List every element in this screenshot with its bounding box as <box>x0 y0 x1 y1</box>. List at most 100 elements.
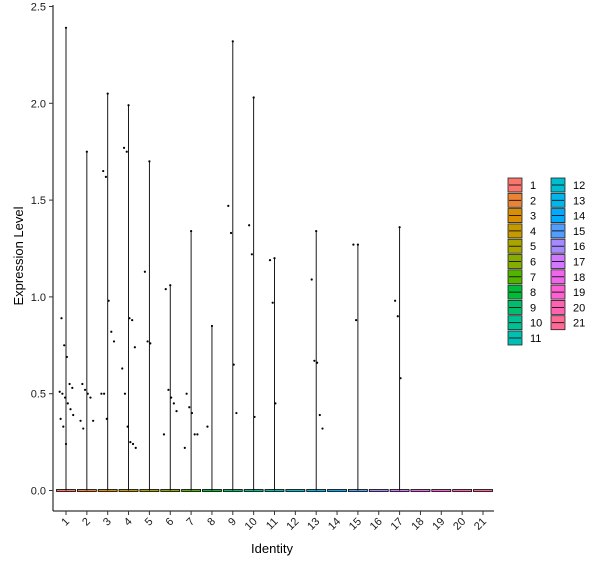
x-axis-title: Identity <box>251 541 293 556</box>
data-point <box>125 150 128 153</box>
legend-label-10: 10 <box>530 318 542 330</box>
data-point <box>110 330 113 333</box>
data-point <box>273 257 276 260</box>
data-point <box>133 346 136 349</box>
x-tick-label: 10 <box>243 516 260 533</box>
y-tick-label: 1.0 <box>31 292 46 304</box>
data-point <box>210 324 214 328</box>
data-point <box>250 253 253 256</box>
x-tick-label: 11 <box>264 516 281 533</box>
data-point <box>164 288 167 291</box>
data-point <box>65 355 68 359</box>
y-tick-label: 2.5 <box>31 2 46 14</box>
data-point <box>105 417 108 420</box>
data-point <box>134 446 137 450</box>
legend-label-4: 4 <box>530 226 536 238</box>
y-tick-label: 0.0 <box>31 486 46 498</box>
data-point <box>131 319 134 322</box>
x-tick-label: 16 <box>368 516 385 533</box>
violin-20 <box>452 489 473 492</box>
data-point <box>85 150 88 153</box>
data-point <box>79 419 82 422</box>
legend-label-17: 17 <box>573 257 585 269</box>
data-point <box>86 392 89 395</box>
data-point <box>146 340 149 343</box>
data-point <box>316 361 319 364</box>
legend-label-3: 3 <box>530 211 536 223</box>
data-point <box>398 226 401 229</box>
x-axis: 1 2 3 4 5 6 7 8 9 10 11 12 13 14 15 16 17 18 19 20 21 <box>53 510 494 533</box>
data-point <box>185 392 188 395</box>
x-tick-label: 20 <box>451 516 468 533</box>
x-tick-label: 21 <box>472 516 489 533</box>
data-point <box>396 315 399 318</box>
data-point <box>103 392 106 395</box>
data-point <box>122 146 126 149</box>
x-tick-label: 8 <box>205 516 218 529</box>
data-point <box>172 402 175 405</box>
data-point <box>123 392 127 395</box>
data-point <box>126 425 129 428</box>
violin-12 <box>285 489 306 492</box>
x-tick-label: 13 <box>305 516 322 533</box>
data-point <box>190 411 194 415</box>
x-tick-label: 3 <box>101 516 114 529</box>
x-tick-label: 9 <box>226 516 239 529</box>
data-point <box>162 433 166 436</box>
data-point <box>321 427 324 430</box>
legend-label-8: 8 <box>530 287 536 299</box>
data-point <box>315 229 318 233</box>
data-point <box>72 413 75 417</box>
plot-area <box>56 26 493 492</box>
data-point <box>63 344 66 347</box>
data-point <box>106 92 109 95</box>
data-point <box>129 441 132 444</box>
data-point <box>81 382 84 386</box>
legend-label-21: 21 <box>573 318 585 330</box>
data-point <box>169 284 172 287</box>
data-point <box>196 433 199 436</box>
data-point <box>148 160 151 163</box>
x-tick-label: 4 <box>122 516 135 529</box>
data-point <box>352 243 355 246</box>
x-tick-label: 1 <box>59 516 72 529</box>
data-point <box>193 433 196 436</box>
data-point <box>61 392 64 395</box>
legend-label-13: 13 <box>573 195 585 207</box>
data-point <box>231 40 234 43</box>
violin-19 <box>431 489 452 492</box>
y-tick-label: 0.5 <box>31 389 46 401</box>
legend-label-14: 14 <box>573 211 585 223</box>
y-axis-title: Expression Level <box>11 206 26 305</box>
data-point <box>253 415 256 419</box>
data-point <box>248 224 251 227</box>
data-point <box>60 317 63 320</box>
data-point <box>104 175 107 178</box>
data-point <box>167 388 170 391</box>
data-point <box>313 359 316 362</box>
data-point <box>229 231 233 235</box>
data-point <box>355 319 358 322</box>
data-point <box>235 411 238 415</box>
legend-label-18: 18 <box>573 272 585 284</box>
legend-label-11: 11 <box>530 333 541 345</box>
data-point <box>188 406 191 409</box>
x-tick-label: 19 <box>430 516 447 533</box>
data-point <box>71 386 74 389</box>
y-tick-label: 1.5 <box>31 195 46 207</box>
data-point <box>252 96 255 99</box>
data-point <box>183 446 186 450</box>
data-point <box>66 402 69 405</box>
data-point <box>64 442 68 446</box>
x-tick-label: 6 <box>164 516 177 529</box>
data-point <box>232 363 235 366</box>
data-point <box>394 299 397 302</box>
data-point <box>149 342 152 345</box>
data-point <box>127 104 130 107</box>
data-point <box>102 169 105 173</box>
data-point <box>62 425 65 428</box>
data-point <box>121 367 124 370</box>
data-point <box>107 299 110 302</box>
data-point <box>83 388 87 391</box>
